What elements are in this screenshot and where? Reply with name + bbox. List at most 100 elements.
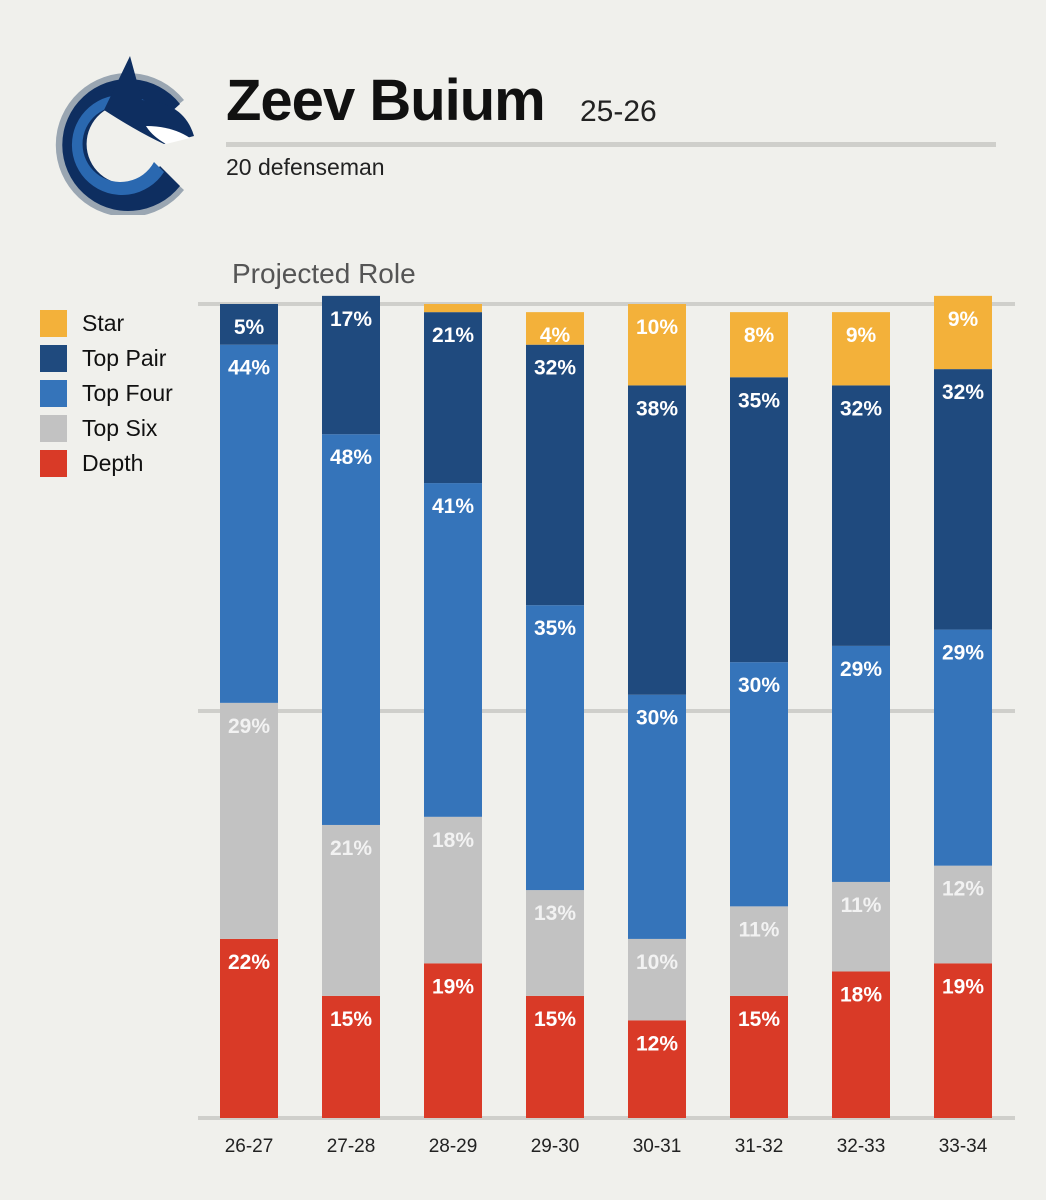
bar-segment-top-four — [424, 483, 482, 817]
data-label: 35% — [534, 617, 576, 640]
gridline — [198, 709, 1015, 713]
bar-segment-depth — [322, 995, 380, 1118]
data-label: 35% — [738, 389, 780, 412]
data-label: 18% — [432, 829, 474, 852]
bar-segment-top-six — [730, 906, 788, 996]
data-label: 29% — [228, 715, 270, 738]
bar-segment-top-pair — [220, 304, 278, 345]
bar-segment-depth — [934, 963, 992, 1118]
player-season: 25-26 — [580, 95, 657, 128]
data-label: 48% — [330, 446, 372, 469]
data-label: 11% — [739, 918, 780, 941]
bar-segment-star — [934, 295, 992, 370]
x-tick-label: 32-33 — [837, 1136, 886, 1157]
bar-segment-top-pair — [628, 385, 686, 695]
data-label: 29% — [840, 658, 882, 681]
legend-swatch — [40, 415, 67, 442]
data-label: 8% — [744, 324, 775, 347]
gridline — [198, 302, 1015, 306]
canucks-logo — [55, 56, 194, 215]
bar-segment-top-six — [322, 824, 380, 996]
bar-segment-depth — [424, 963, 482, 1118]
data-label: 41% — [432, 495, 474, 518]
data-label: 4% — [540, 324, 571, 347]
legend-label: Star — [82, 310, 125, 336]
data-label: 32% — [840, 397, 882, 420]
header-divider — [226, 142, 996, 147]
bar-segment-top-four — [322, 434, 380, 825]
data-label: 12% — [636, 1032, 678, 1055]
data-label: 17% — [330, 308, 372, 331]
data-label: 19% — [432, 975, 474, 998]
data-label: 29% — [942, 642, 984, 665]
bar-segment-top-pair — [424, 312, 482, 484]
logo-orca-jaw — [146, 126, 190, 144]
legend-swatch — [40, 345, 67, 372]
data-label: 22% — [228, 951, 270, 974]
bar-segment-depth — [730, 995, 788, 1118]
bar-segment-top-four — [628, 694, 686, 939]
bar-segment-top-six — [934, 865, 992, 964]
data-label: 30% — [738, 674, 780, 697]
bar-segment-top-four — [526, 605, 584, 891]
bar-segment-star — [832, 312, 890, 386]
bar-segment-star — [628, 304, 686, 386]
bar-segment-top-four — [220, 344, 278, 703]
data-label: 18% — [840, 983, 882, 1006]
legend-label: Depth — [82, 450, 144, 476]
data-label: 21% — [432, 324, 474, 347]
bar-segment-top-six — [220, 702, 278, 939]
data-label: 11% — [841, 894, 882, 917]
bar-segment-top-pair — [526, 344, 584, 606]
bar-segment-top-six — [832, 881, 890, 972]
data-label: 12% — [942, 878, 984, 901]
data-label: 13% — [534, 902, 576, 925]
bar-segment-top-four — [730, 662, 788, 907]
data-label: 9% — [948, 308, 979, 331]
player-name: Zeev Buium — [226, 68, 546, 133]
bar-segment-top-four — [934, 629, 992, 866]
bar-segment-top-six — [526, 890, 584, 996]
data-label: 15% — [738, 1008, 780, 1031]
bar-segment-star — [424, 304, 482, 313]
data-label: 15% — [534, 1008, 576, 1031]
data-label: 15% — [330, 1008, 372, 1031]
x-tick-label: 30-31 — [633, 1136, 682, 1157]
bar-segment-depth — [526, 995, 584, 1118]
x-tick-label: 28-29 — [429, 1136, 478, 1157]
player-description: 20 defenseman — [226, 154, 385, 180]
bar-segment-star — [730, 312, 788, 378]
bar-segment-depth — [832, 971, 890, 1118]
x-tick-label: 31-32 — [735, 1136, 784, 1157]
data-label: 44% — [228, 357, 270, 380]
bar-segment-top-pair — [832, 385, 890, 646]
logo-orca-head — [104, 56, 194, 144]
x-tick-label: 33-34 — [939, 1136, 988, 1157]
data-label: 21% — [330, 837, 372, 860]
bar-segment-top-six — [628, 938, 686, 1021]
x-tick-label: 26-27 — [225, 1136, 274, 1157]
legend-swatch — [40, 380, 67, 407]
bar-segment-top-pair — [730, 377, 788, 663]
bar-segment-depth — [220, 938, 278, 1118]
legend-label: Top Pair — [82, 345, 167, 371]
data-label: 38% — [636, 397, 678, 420]
data-label: 30% — [636, 707, 678, 730]
data-label: 32% — [942, 381, 984, 404]
bar-segment-star — [526, 312, 584, 345]
bar-segment-top-pair — [322, 295, 380, 435]
gridline — [198, 1116, 1015, 1120]
bar-segment-top-six — [424, 816, 482, 964]
x-tick-label: 29-30 — [531, 1136, 580, 1157]
x-tick-label: 27-28 — [327, 1136, 376, 1157]
chart-title: Projected Role — [232, 258, 416, 289]
data-label: 10% — [636, 316, 678, 339]
legend-label: Top Six — [82, 415, 158, 441]
data-label: 10% — [636, 951, 678, 974]
data-label: 5% — [234, 316, 265, 339]
legend-swatch — [40, 310, 67, 337]
bar-segment-depth — [628, 1020, 686, 1118]
legend-label: Top Four — [82, 380, 173, 406]
data-label: 9% — [846, 324, 877, 347]
